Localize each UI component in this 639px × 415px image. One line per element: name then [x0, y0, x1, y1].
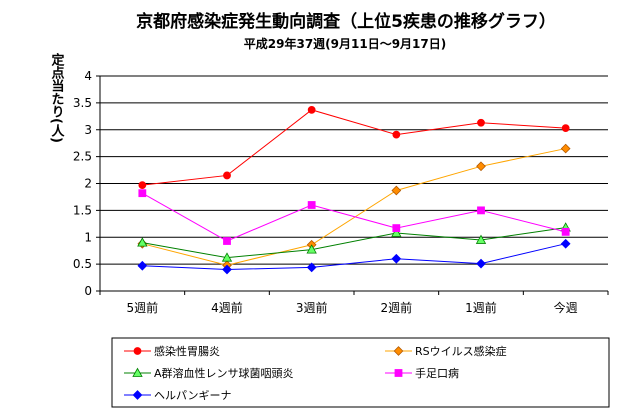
y-axis-label: 定点当たり(人)	[49, 52, 66, 142]
legend-marker	[394, 369, 403, 377]
data-point	[222, 264, 232, 275]
legend-label: ヘルパンギーナ	[154, 389, 232, 402]
x-tick-label: 5週前	[127, 300, 159, 315]
data-point	[477, 206, 485, 215]
data-point	[137, 237, 148, 247]
legend-entry: RSウイルス感染症	[385, 344, 507, 358]
y-axis-ticks: 0 0.5 1 1.5 2 2.5 3 3.5 4	[73, 69, 100, 298]
series-line	[142, 227, 566, 259]
x-axis-ticks: 5週前 4週前 3週前 2週前 1週前 今週	[99, 291, 609, 315]
series-4	[138, 189, 570, 245]
data-point	[307, 201, 316, 209]
chart-title: 京都府感染症発生動向調査（上位5疾患の推移グラフ）	[136, 11, 556, 32]
data-point	[391, 253, 402, 264]
data-point	[476, 161, 486, 172]
series-1	[138, 105, 570, 190]
data-point	[137, 260, 148, 271]
gridlines	[100, 75, 608, 265]
data-point	[307, 105, 316, 114]
series-5	[137, 238, 571, 275]
data-point	[138, 189, 147, 198]
series-line	[142, 243, 566, 271]
data-point	[221, 252, 233, 262]
y-tick-label: 3.5	[73, 96, 92, 110]
legend-label: 感染性胃腸炎	[154, 344, 220, 358]
legend-entry: 手足口病	[385, 366, 459, 380]
y-tick-label: 2.5	[73, 150, 92, 164]
y-tick-label: 0	[84, 284, 92, 298]
x-tick-label: 4週前	[211, 300, 243, 315]
legend-label: 手足口病	[415, 366, 459, 380]
legend-label: A群溶血性レンサ球菌咽頭炎	[154, 366, 294, 380]
data-point	[560, 238, 571, 249]
series-line	[142, 109, 566, 186]
y-tick-label: 1.5	[73, 203, 92, 217]
data-point	[392, 130, 401, 139]
y-tick-label: 3	[84, 123, 92, 137]
y-tick-label: 0.5	[73, 257, 92, 271]
data-point	[138, 181, 147, 190]
legend-entry: A群溶血性レンサ球菌咽頭炎	[124, 366, 294, 380]
legend-entry: 感染性胃腸炎	[124, 344, 220, 358]
legend-label: RSウイルス感染症	[415, 344, 507, 358]
data-point	[391, 227, 402, 237]
x-tick-label: 1週前	[465, 300, 497, 315]
legend-marker	[393, 346, 404, 356]
y-tick-label: 4	[84, 69, 92, 83]
chart-subtitle: 平成29年37週(9月11日～9月17日)	[244, 36, 446, 51]
legend-box	[111, 337, 610, 408]
x-tick-label: 今週	[554, 300, 578, 315]
series-line	[142, 192, 566, 242]
legend-marker	[132, 367, 143, 377]
data-point	[561, 227, 570, 236]
series-group	[137, 105, 571, 275]
data-point	[223, 237, 231, 245]
data-point	[306, 262, 317, 273]
series-2	[137, 143, 571, 271]
y-tick-label: 2	[84, 177, 92, 191]
data-point	[560, 143, 571, 154]
x-tick-label: 3週前	[296, 300, 328, 315]
y-tick-label: 1	[84, 230, 92, 244]
data-point	[306, 244, 317, 254]
data-point	[476, 258, 486, 269]
legend-marker	[132, 390, 143, 400]
data-point	[475, 234, 487, 244]
series-3	[137, 222, 571, 262]
data-point	[392, 224, 401, 233]
legend-marker	[133, 347, 142, 355]
data-point	[477, 118, 485, 127]
legend-entry: ヘルパンギーナ	[124, 389, 232, 402]
data-point	[561, 124, 570, 133]
x-tick-label: 2週前	[381, 300, 413, 315]
data-point	[391, 185, 402, 196]
series-line	[142, 148, 566, 266]
data-point	[223, 171, 231, 180]
